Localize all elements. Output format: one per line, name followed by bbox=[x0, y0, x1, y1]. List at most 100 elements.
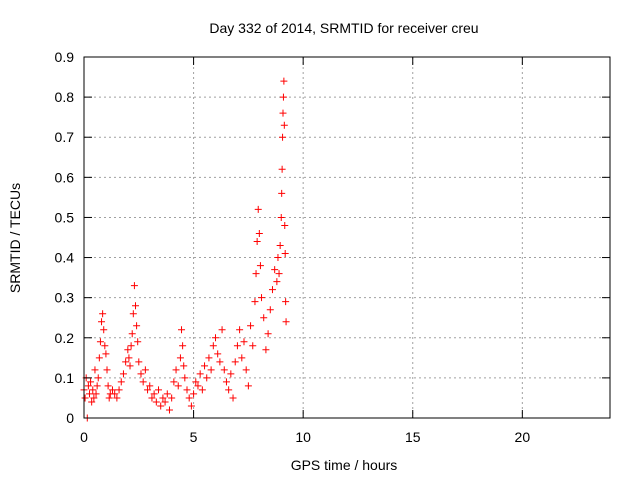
data-point bbox=[229, 394, 237, 402]
y-tick-label: 0.5 bbox=[55, 209, 75, 225]
data-point bbox=[273, 278, 281, 286]
data-point bbox=[172, 366, 180, 374]
data-point bbox=[249, 342, 257, 350]
data-point bbox=[220, 366, 228, 374]
data-point bbox=[128, 330, 136, 338]
x-tick-label: 10 bbox=[295, 429, 311, 445]
data-point bbox=[268, 286, 276, 294]
data-point bbox=[87, 378, 95, 386]
data-point bbox=[148, 394, 156, 402]
data-point bbox=[280, 121, 288, 129]
data-point bbox=[276, 242, 284, 250]
data-point bbox=[238, 354, 246, 362]
data-point bbox=[254, 205, 262, 213]
data-point bbox=[247, 322, 255, 330]
data-point bbox=[124, 346, 132, 354]
data-point bbox=[115, 386, 123, 394]
data-point bbox=[130, 282, 138, 290]
data-point bbox=[98, 318, 106, 326]
data-point bbox=[146, 382, 154, 390]
y-tick-label: 0.6 bbox=[55, 169, 75, 185]
data-point bbox=[101, 342, 109, 350]
data-point bbox=[225, 386, 233, 394]
data-point bbox=[93, 382, 101, 390]
data-point bbox=[170, 378, 178, 386]
data-point bbox=[185, 394, 193, 402]
data-point bbox=[253, 238, 261, 246]
data-point bbox=[279, 109, 287, 117]
data-point bbox=[196, 370, 204, 378]
y-tick-label: 0.8 bbox=[55, 89, 75, 105]
data-point bbox=[155, 386, 163, 394]
data-point bbox=[256, 262, 264, 270]
data-point bbox=[119, 370, 127, 378]
data-point bbox=[198, 386, 206, 394]
data-point bbox=[279, 133, 287, 141]
data-point bbox=[279, 93, 287, 101]
data-point bbox=[266, 306, 274, 314]
y-tick-label: 0 bbox=[66, 410, 74, 426]
y-tick-label: 0.9 bbox=[55, 49, 75, 65]
data-point bbox=[92, 390, 100, 398]
data-point bbox=[152, 398, 160, 406]
data-point bbox=[264, 330, 272, 338]
data-point bbox=[91, 366, 99, 374]
data-point bbox=[105, 394, 113, 402]
data-point bbox=[282, 298, 290, 306]
data-point bbox=[102, 350, 110, 358]
x-tick-label: 0 bbox=[80, 429, 88, 445]
grid bbox=[84, 57, 610, 418]
data-point bbox=[205, 354, 213, 362]
data-point bbox=[277, 213, 285, 221]
data-point bbox=[187, 402, 195, 410]
data-point bbox=[127, 342, 135, 350]
data-point bbox=[262, 346, 270, 354]
data-point bbox=[275, 270, 283, 278]
data-point bbox=[255, 229, 263, 237]
y-tick-label: 0.2 bbox=[55, 330, 75, 346]
y-tick-label: 0.3 bbox=[55, 290, 75, 306]
data-point bbox=[141, 366, 149, 374]
data-point bbox=[258, 294, 266, 302]
data-point bbox=[95, 354, 103, 362]
plot-frame bbox=[83, 56, 611, 419]
data-point bbox=[135, 358, 143, 366]
x-axis-label: GPS time / hours bbox=[291, 457, 398, 473]
data-point bbox=[113, 394, 121, 402]
data-point bbox=[144, 386, 152, 394]
chart-title: Day 332 of 2014, SRMTID for receiver cre… bbox=[209, 20, 478, 36]
data-point bbox=[181, 374, 189, 382]
data-point bbox=[222, 378, 230, 386]
data-point bbox=[209, 342, 217, 350]
data-point bbox=[94, 374, 102, 382]
data-point bbox=[137, 370, 145, 378]
data-point bbox=[214, 350, 222, 358]
data-point bbox=[212, 334, 219, 342]
data-point bbox=[231, 358, 239, 366]
data-point bbox=[90, 394, 98, 402]
data-point bbox=[216, 358, 224, 366]
data-point bbox=[150, 390, 158, 398]
x-tick-label: 5 bbox=[190, 429, 198, 445]
data-point bbox=[129, 310, 137, 318]
data-point bbox=[233, 342, 241, 350]
y-tick-label: 0.1 bbox=[55, 370, 75, 386]
data-point bbox=[104, 382, 112, 390]
data-point bbox=[176, 354, 184, 362]
y-axis-label: SRMTID / TECUs bbox=[7, 183, 23, 293]
data-point bbox=[100, 326, 108, 334]
data-point bbox=[203, 374, 211, 382]
data-point bbox=[108, 386, 116, 394]
data-point bbox=[163, 390, 171, 398]
x-tick-label: 20 bbox=[515, 429, 531, 445]
data-point bbox=[194, 382, 202, 390]
axis-ticks: 0 0.1 0.2 0.3 0.4 0.5 0.6 0.7 0.8 0.9 0 5 10 15 20 bbox=[55, 49, 610, 445]
data-point bbox=[281, 221, 289, 229]
data-point bbox=[236, 326, 244, 334]
data-point bbox=[227, 370, 235, 378]
y-tick-label: 0.4 bbox=[55, 250, 75, 266]
data-point bbox=[271, 266, 279, 274]
data-point bbox=[168, 394, 176, 402]
y-tick-label: 0.7 bbox=[55, 129, 75, 145]
